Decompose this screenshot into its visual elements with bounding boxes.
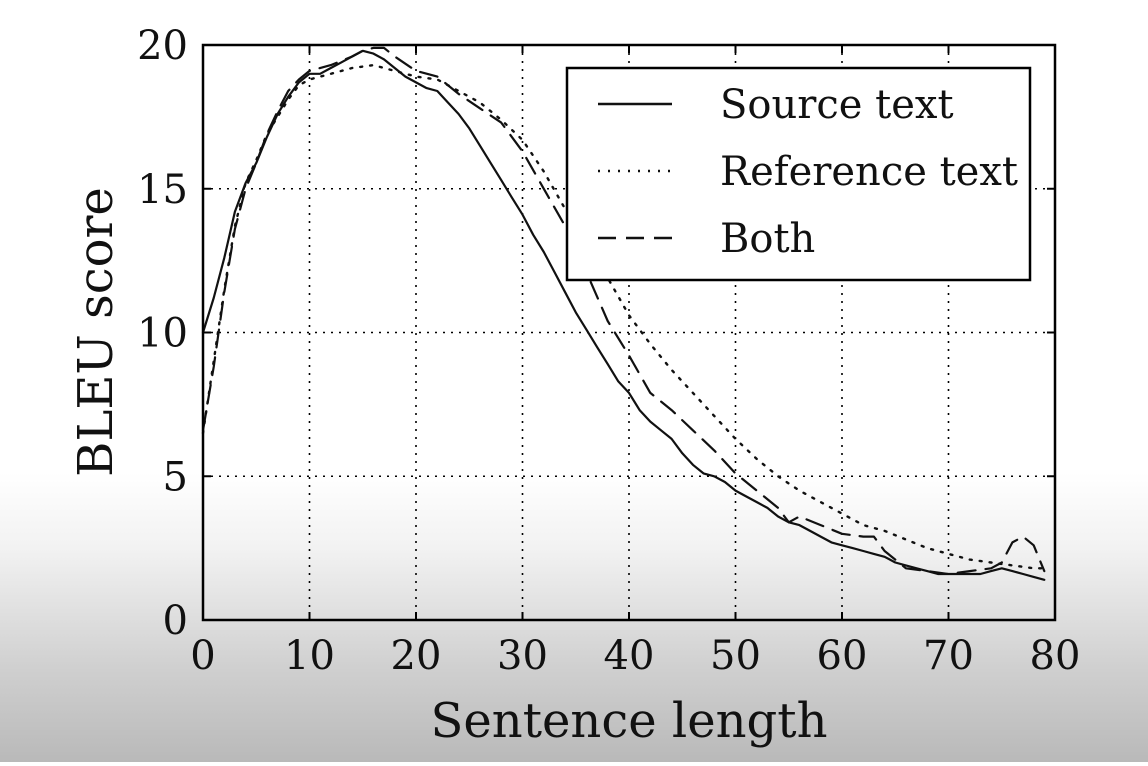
legend-label: Both	[720, 216, 815, 262]
y-tick-label: 10	[137, 311, 188, 357]
series-lines	[201, 46, 1046, 581]
x-tick-label: 30	[497, 633, 548, 679]
y-tick-label: 20	[137, 23, 188, 69]
legend-label: Reference text	[720, 149, 1018, 195]
x-tick-label: 50	[710, 633, 761, 679]
series-line-source-text	[201, 49, 1046, 581]
x-tick-label: 10	[284, 633, 335, 679]
series-line-both	[201, 46, 1046, 576]
y-tick-label: 5	[163, 454, 188, 500]
y-tick-label: 15	[137, 167, 188, 213]
x-tick-label: 40	[604, 633, 655, 679]
x-tick-label: 20	[391, 633, 442, 679]
legend: Source text Reference text Both	[565, 66, 1032, 282]
legend-label: Source text	[720, 82, 954, 128]
series-line-reference-text	[201, 63, 1046, 570]
y-tick-label: 0	[163, 598, 188, 644]
x-tick-label: 0	[190, 633, 215, 679]
x-tick-label: 60	[817, 633, 868, 679]
x-tick-label: 80	[1030, 633, 1081, 679]
y-axis-label: BLEU score	[68, 187, 124, 477]
x-axis-label: Sentence length	[431, 693, 828, 749]
x-tick-label: 70	[923, 633, 974, 679]
ticks: 0 10 20 30 40 50 60 70 80 0 5 10 15 20	[137, 23, 1080, 679]
